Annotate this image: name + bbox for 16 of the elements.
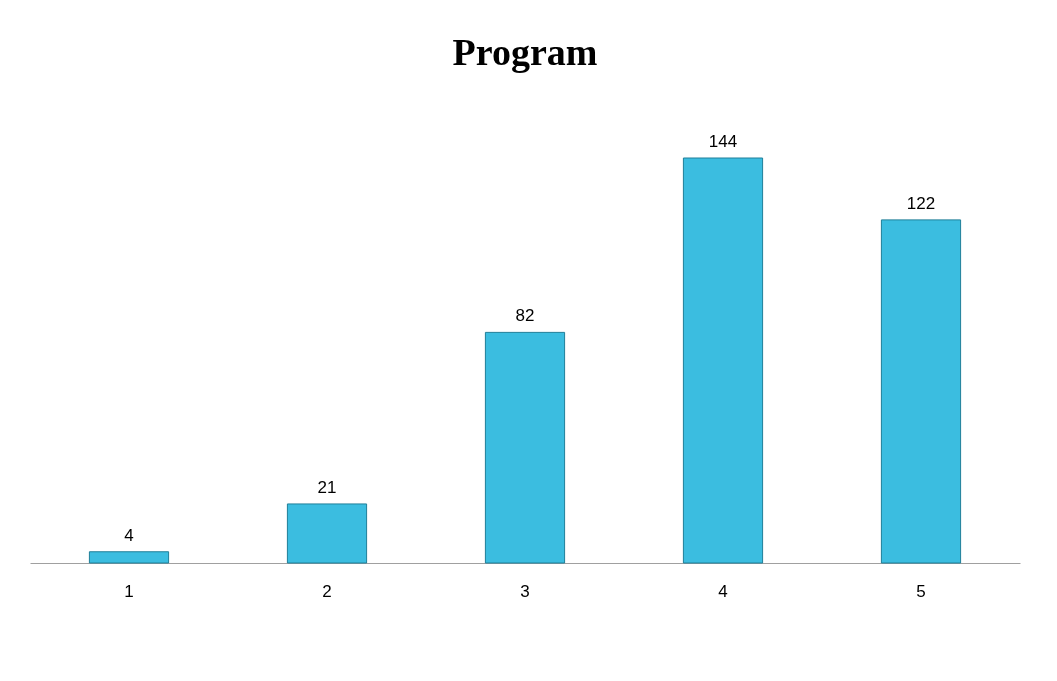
data-label: 144 [708,132,738,151]
data-label: 4 [124,525,134,545]
bar [880,219,962,564]
bar [88,551,170,564]
x-tick-label: 3 [520,581,530,601]
bar [682,157,764,564]
data-label: 122 [906,193,936,213]
x-tick-label: 1 [124,581,134,601]
x-tick-label: 5 [916,581,926,601]
bar [286,503,368,564]
bar [484,331,566,564]
chart-title: Program [452,31,598,73]
data-label: 82 [515,306,535,326]
x-tick-label: 2 [322,581,332,601]
x-tick-label: 4 [718,581,728,601]
data-label: 21 [317,477,337,497]
